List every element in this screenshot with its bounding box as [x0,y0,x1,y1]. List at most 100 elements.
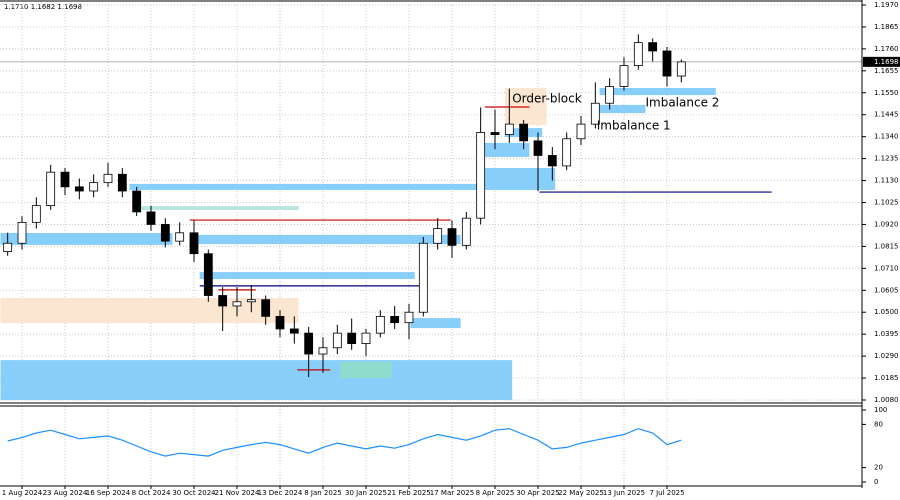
candle-body [347,332,357,344]
x-tick-label: 13 Jun 2025 [603,489,645,497]
zone [484,142,530,157]
candle-body [3,242,13,253]
candle-body [361,332,371,344]
candle-body [117,173,127,192]
y-tick-label: 1.0395 [874,330,899,338]
zone [129,183,478,190]
x-tick-label: 30 Oct 2024 [172,489,216,497]
oscillator-line [7,428,682,457]
y-tick-label: 1.0500 [874,308,899,316]
last-price-label: 1.1698 [874,58,899,66]
y-tick-label: 1.0290 [874,352,899,360]
zone [0,360,513,400]
info-line: 1.1710 1.1682 1.1698 [4,3,82,11]
y-tick-label: 1.1340 [874,133,899,141]
zone [340,361,392,379]
candle-body [648,42,658,52]
candle-body [246,299,256,303]
candle-body [261,299,271,317]
zone [0,233,173,245]
candle-body [146,211,156,225]
candle-body [74,186,84,192]
candle-body [633,42,643,67]
y-tick-label: 1.1970 [874,1,899,9]
candle-body [60,171,70,188]
x-tick-label: 8 Oct 2024 [132,489,171,497]
x-tick-label: 8 Apr 2025 [476,489,515,497]
candle-body [490,132,500,135]
y-tick-label: 1.0920 [874,220,899,228]
annotation: Imbalance 2 [645,96,719,110]
candle-body [203,253,213,296]
candle-body [132,190,142,213]
candle-body [160,224,170,242]
zone [410,318,461,329]
osc-tick-label: 80 [874,420,883,428]
x-tick-label: 22 May 2025 [558,489,604,497]
zone [0,298,299,324]
osc-tick-label: 20 [874,464,883,472]
zone [135,206,299,211]
x-tick-label: 7 Jul 2025 [649,489,684,497]
candle-body [433,228,443,244]
x-tick-label: 30 Apr 2025 [516,489,559,497]
candle-body [533,140,543,156]
x-tick-label: 21 Feb 2025 [387,489,431,497]
candle-body [619,65,629,87]
y-tick-label: 1.1760 [874,45,899,53]
osc-tick-label: 0 [874,478,878,486]
y-tick-label: 1.1655 [874,67,899,75]
candle-body [375,316,385,334]
candle-body [676,61,686,77]
annotation: Imbalance 1 [597,119,671,133]
candle-body [289,328,299,334]
candle-body [576,123,586,140]
x-tick-label: 1 Aug 2024 [2,489,43,497]
candle-body [232,301,242,307]
y-tick-label: 1.1235 [874,155,899,163]
y-tick-label: 1.1130 [874,177,899,185]
x-tick-label: 30 Jan 2025 [345,489,387,497]
candle-body [418,242,428,313]
candle-body [605,86,615,104]
y-tick-label: 1.0710 [874,264,899,272]
candle-body [17,221,27,244]
x-tick-label: 16 Sep 2024 [86,489,131,497]
price-badge [863,56,900,67]
osc-tick-label: 100 [874,406,887,414]
candle-body [318,347,328,355]
candle-body [547,155,557,167]
candle-body [404,311,414,324]
candle-body [590,102,600,125]
y-tick-label: 1.1025 [874,199,899,207]
candle-body [89,182,99,192]
zone [483,168,556,190]
y-tick-label: 1.0815 [874,242,899,250]
zone [199,272,415,279]
candle-body [46,171,56,207]
x-tick-label: 17 Mar 2025 [430,489,474,497]
candle-body [461,217,471,246]
candle-body [275,316,285,330]
annotation: Order-block [512,92,582,106]
candle-body [447,228,457,246]
y-tick-label: 1.0605 [874,286,899,294]
candle-body [562,138,572,167]
x-tick-label: 21 Nov 2024 [215,489,260,497]
candle-body [390,316,400,324]
candle-body [662,50,672,77]
candle-body [189,232,199,255]
y-tick-label: 1.1445 [874,111,899,119]
candle-body [175,232,185,242]
zone [599,87,716,96]
candle-body [31,205,41,223]
zone [189,234,461,245]
zone [599,104,646,114]
candle-body [218,295,228,307]
y-tick-label: 1.1865 [874,23,899,31]
candle-body [332,332,342,349]
x-tick-label: 23 Aug 2024 [43,489,88,497]
candle-body [103,173,113,184]
